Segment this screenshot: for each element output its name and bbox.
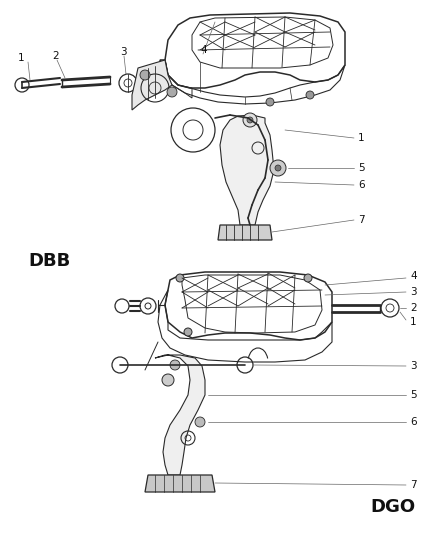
Circle shape <box>140 70 150 80</box>
Circle shape <box>270 160 286 176</box>
Text: 2: 2 <box>410 303 417 313</box>
Text: 3: 3 <box>410 287 417 297</box>
Text: 1: 1 <box>18 53 25 63</box>
Text: 1: 1 <box>358 133 364 143</box>
Circle shape <box>167 87 177 97</box>
Circle shape <box>176 274 184 282</box>
Text: 4: 4 <box>200 45 207 55</box>
Text: 4: 4 <box>410 271 417 281</box>
Circle shape <box>184 328 192 336</box>
Circle shape <box>247 117 253 123</box>
Text: 3: 3 <box>410 361 417 371</box>
Text: 7: 7 <box>410 480 417 490</box>
Text: 5: 5 <box>410 390 417 400</box>
Circle shape <box>306 91 314 99</box>
Text: 5: 5 <box>358 163 364 173</box>
Text: 1: 1 <box>410 317 417 327</box>
Circle shape <box>304 274 312 282</box>
Text: 6: 6 <box>358 180 364 190</box>
Text: DBB: DBB <box>28 252 70 270</box>
Circle shape <box>162 374 174 386</box>
Text: 6: 6 <box>410 417 417 427</box>
Circle shape <box>275 165 281 171</box>
Text: DGO: DGO <box>370 498 415 516</box>
Polygon shape <box>218 225 272 240</box>
Circle shape <box>243 113 257 127</box>
Text: 7: 7 <box>358 215 364 225</box>
Polygon shape <box>220 115 274 225</box>
Circle shape <box>266 98 274 106</box>
Text: 3: 3 <box>120 47 127 57</box>
Text: 2: 2 <box>52 51 59 61</box>
Circle shape <box>170 360 180 370</box>
Polygon shape <box>155 355 205 475</box>
Polygon shape <box>145 475 215 492</box>
Circle shape <box>195 417 205 427</box>
Polygon shape <box>132 60 172 110</box>
